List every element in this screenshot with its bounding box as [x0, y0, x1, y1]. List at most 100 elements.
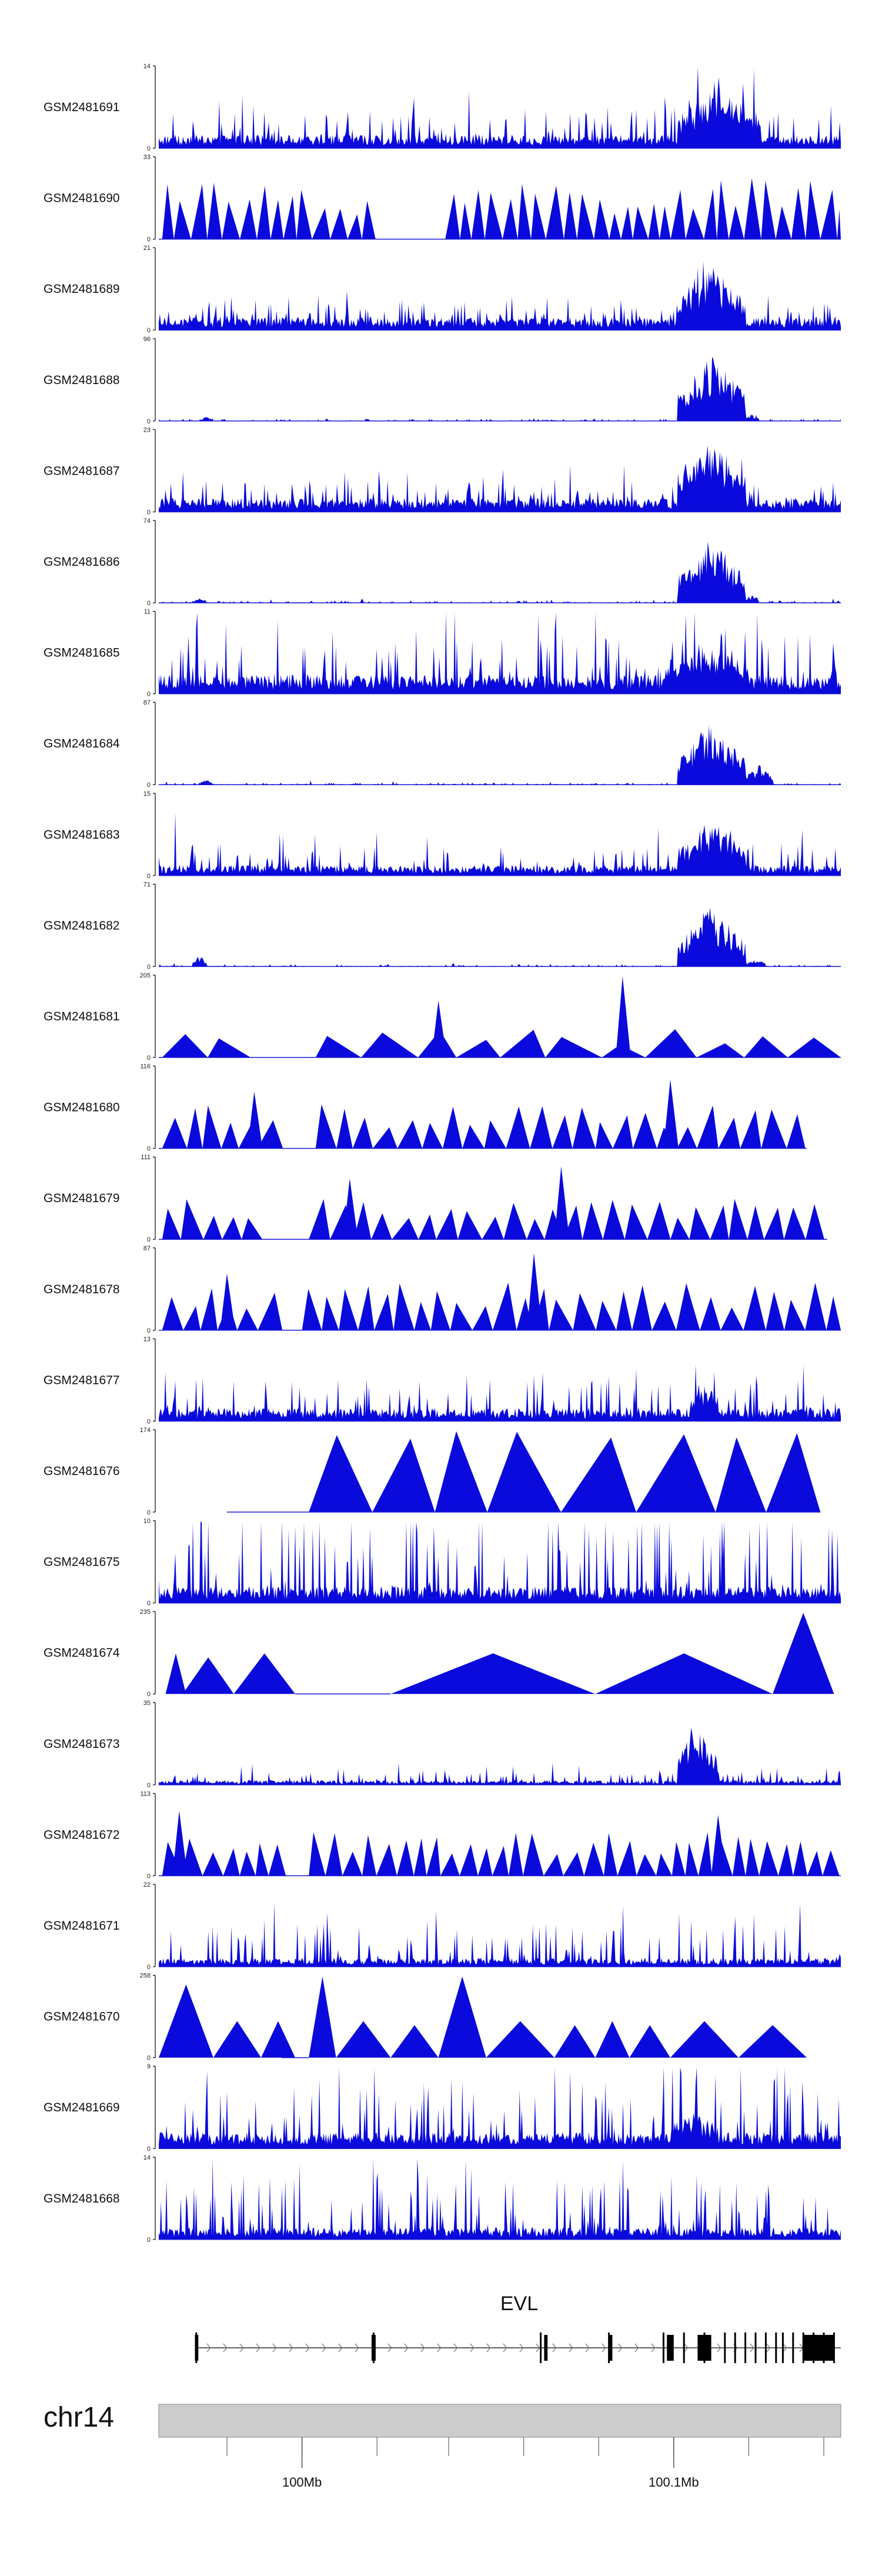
strand-arrow [206, 2343, 211, 2353]
signal-triangle [207, 182, 222, 239]
y-min-label: 0 [147, 2237, 151, 2244]
track-GSM2481681: GSM2481681 205 0 [44, 972, 841, 1062]
signal-triangle [162, 184, 174, 239]
strand-arrow [519, 2343, 524, 2353]
signal-triangle [373, 1127, 397, 1149]
signal-area [159, 261, 841, 331]
track-GSM2481679: GSM2481679 111 0 [44, 1154, 827, 1243]
gene-name: EVL [500, 2293, 538, 2315]
signal-triangle [786, 1114, 806, 1149]
signal-triangle [315, 1036, 362, 1057]
signal-triangle [159, 1984, 213, 2058]
signal-triangle [358, 1286, 375, 1330]
signal-triangle [414, 1302, 431, 1330]
signal-triangle [183, 1306, 201, 1330]
signal-triangle [616, 1291, 632, 1330]
signal-triangle [676, 1283, 700, 1330]
signal-triangle [374, 1294, 394, 1330]
signal-triangle [460, 202, 472, 239]
gene-exon [744, 2333, 747, 2363]
y-max-label: 113 [140, 1790, 151, 1797]
signal-triangle [336, 1109, 353, 1149]
signal-triangle [766, 1292, 784, 1330]
gene-exon [734, 2333, 736, 2363]
signal-triangle [778, 1844, 793, 1876]
signal-triangle [241, 1218, 263, 1240]
gene-exon [754, 2333, 757, 2363]
signal-triangle [696, 1043, 744, 1057]
signal-triangle [698, 1832, 712, 1876]
signal-triangle [633, 1113, 657, 1149]
signal-triangle [805, 1283, 827, 1330]
chromosome-axis: chr14 100Mb 100.1Mb [44, 2402, 841, 2490]
y-max-label: 14 [143, 63, 151, 70]
signal-triangle [397, 1120, 423, 1149]
signal-triangle [258, 1120, 283, 1149]
signal-triangle [509, 1833, 523, 1876]
strand-arrow [569, 2343, 573, 2353]
signal-triangle [443, 1106, 463, 1149]
y-min-label: 0 [147, 145, 151, 152]
track-label: GSM2481683 [44, 828, 120, 842]
signal-triangle [596, 1300, 617, 1330]
signal-triangle [457, 1211, 482, 1240]
track-GSM2481669: GSM2481669 9 0 [44, 2063, 841, 2153]
signal-triangle [791, 188, 806, 239]
signal-area [159, 1903, 841, 1967]
signal-triangle [718, 1117, 740, 1149]
y-min-label: 0 [147, 1146, 151, 1153]
signal-triangle [787, 1037, 841, 1057]
signal-spike [527, 1253, 542, 1330]
signal-triangle [200, 1288, 218, 1330]
signal-triangle [670, 189, 686, 239]
strand-arrow [684, 2343, 689, 2353]
track-label: GSM2481686 [44, 555, 120, 569]
signal-triangle [462, 1125, 485, 1149]
signal-spike [711, 1814, 727, 1876]
strand-arrow [272, 2343, 277, 2353]
strand-arrow [289, 2343, 293, 2353]
track-GSM2481672: GSM2481672 113 0 [44, 1790, 841, 1880]
signal-triangle [697, 1105, 719, 1149]
signal-triangle [648, 203, 660, 239]
signal-triangle [393, 1283, 415, 1330]
signal-triangle [392, 1218, 419, 1240]
signal-triangle [165, 1653, 186, 1694]
signal-triangle [430, 1291, 450, 1330]
strand-arrow [585, 2343, 590, 2353]
strand-arrow [322, 2343, 326, 2353]
strand-arrow [618, 2343, 623, 2353]
signal-triangle [477, 1848, 493, 1876]
track-label: GSM2481675 [44, 1556, 120, 1569]
signal-area [159, 813, 841, 876]
tracks-group: GSM2481691140GSM2481690330GSM2481689210G… [44, 63, 841, 2244]
signal-area [159, 1727, 841, 1785]
signal-triangle [595, 1122, 613, 1149]
gene-exon [724, 2333, 726, 2363]
y-max-label: 15 [143, 790, 151, 798]
track-GSM2481670: GSM2481670 258 0 [44, 1973, 807, 2062]
track-label: GSM2481681 [44, 1010, 120, 1023]
gene-exon [683, 2333, 685, 2363]
signal-triangle [764, 1207, 784, 1240]
signal-triangle [784, 1300, 806, 1330]
signal-triangle [546, 185, 564, 239]
y-min-label: 0 [147, 327, 151, 334]
signal-triangle [773, 1613, 834, 1694]
y-max-label: 35 [143, 1700, 151, 1707]
track-label: GSM2481670 [44, 2010, 120, 2024]
signal-triangle [636, 1854, 656, 1876]
signal-triangle [361, 1032, 418, 1057]
y-min-label: 0 [147, 873, 151, 880]
y-min-label: 0 [147, 1327, 151, 1334]
signal-triangle [459, 1844, 478, 1876]
signal-triangle [162, 1209, 181, 1240]
signal-triangle [233, 1653, 295, 1694]
signal-triangle [450, 1303, 473, 1330]
y-min-label: 0 [147, 1418, 151, 1425]
track-label: GSM2481679 [44, 1192, 120, 1205]
signal-triangle [526, 1219, 545, 1240]
signal-triangle [747, 1206, 764, 1240]
track-label: GSM2481689 [44, 282, 120, 296]
gene-exon [792, 2333, 794, 2363]
